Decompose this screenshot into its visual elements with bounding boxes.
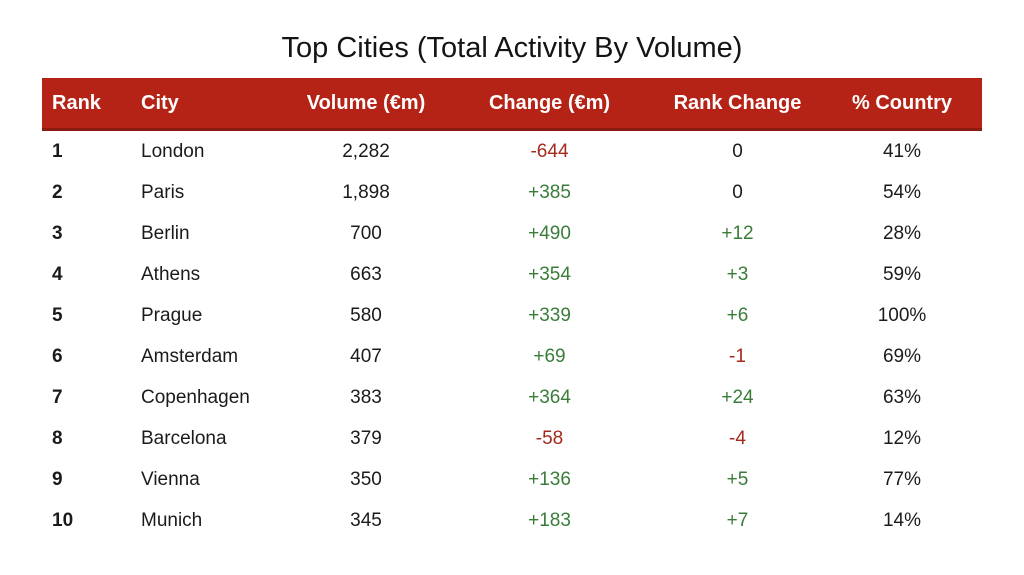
pct-country-cell: 63% [882,386,922,408]
rank-cell: 6 [52,345,63,367]
change-cell: +490 [528,222,571,244]
column-header-city: City [141,91,179,114]
rank-cell: 2 [52,181,63,203]
city-cell: Paris [141,181,185,203]
pct-country-cell: 54% [882,181,922,203]
city-cell: Athens [141,263,201,285]
city-cell: Barcelona [141,427,227,449]
top-cities-table: Rank City Volume (€m) Change (€m) Rank C… [42,78,982,541]
volume-cell: 2,282 [342,140,390,162]
rank-cell: 4 [52,263,63,285]
volume-cell: 663 [350,263,382,285]
table-row: 5 Prague 580 +339 +6 100% [42,295,982,336]
change-cell: +183 [528,509,571,531]
rank-change-cell: -1 [729,345,746,367]
rank-change-cell: +24 [721,386,754,408]
city-cell: Amsterdam [141,345,239,367]
rank-cell: 8 [52,427,63,449]
pct-country-cell: 59% [882,263,922,285]
table-row: 2 Paris 1,898 +385 0 54% [42,172,982,213]
pct-country-cell: 28% [882,222,922,244]
rank-change-cell: 0 [732,181,743,203]
column-header-rank: Rank [52,91,101,114]
table-row: 10 Munich 345 +183 +7 14% [42,500,982,541]
city-cell: Vienna [141,468,200,490]
city-cell: Munich [141,509,203,531]
rank-change-cell: +7 [726,509,749,531]
rank-cell: 9 [52,468,63,490]
rank-change-cell: +6 [726,304,749,326]
pct-country-cell: 12% [882,427,922,449]
change-cell: -644 [530,140,569,162]
pct-country-cell: 77% [882,468,922,490]
pct-country-cell: 100% [877,304,927,326]
change-cell: +364 [528,386,571,408]
volume-cell: 379 [350,427,382,449]
volume-cell: 407 [350,345,382,367]
change-cell: +339 [528,304,571,326]
rank-cell: 7 [52,386,63,408]
city-cell: London [141,140,205,162]
rank-change-cell: +3 [726,263,749,285]
pct-country-cell: 14% [882,509,922,531]
pct-country-cell: 69% [882,345,922,367]
table-row: 4 Athens 663 +354 +3 59% [42,254,982,295]
rank-cell: 3 [52,222,63,244]
rank-cell: 10 [52,509,74,531]
rank-change-cell: +5 [726,468,749,490]
column-header-change: Change (€m) [488,91,611,114]
rank-change-cell: +12 [721,222,754,244]
volume-cell: 345 [350,509,382,531]
column-header-pct-country: % Country [852,91,952,114]
column-header-volume: Volume (€m) [306,91,426,114]
change-cell: +69 [533,345,566,367]
rank-change-cell: 0 [732,140,743,162]
volume-cell: 580 [350,304,382,326]
change-cell: -58 [535,427,564,449]
column-header-rank-change: Rank Change [673,91,802,114]
table-row: 8 Barcelona 379 -58 -4 12% [42,418,982,459]
city-cell: Copenhagen [141,386,250,408]
page-title: Top Cities (Total Activity By Volume) [281,32,743,64]
table-row: 7 Copenhagen 383 +364 +24 63% [42,377,982,418]
rank-cell: 1 [52,140,63,162]
rank-change-cell: -4 [729,427,746,449]
change-cell: +354 [528,263,571,285]
change-cell: +385 [528,181,571,203]
table-row: 6 Amsterdam 407 +69 -1 69% [42,336,982,377]
change-cell: +136 [528,468,571,490]
table-row: 3 Berlin 700 +490 +12 28% [42,213,982,254]
pct-country-cell: 41% [882,140,922,162]
city-cell: Prague [141,304,203,326]
city-cell: Berlin [141,222,190,244]
volume-cell: 383 [350,386,382,408]
volume-cell: 350 [350,468,382,490]
volume-cell: 1,898 [342,181,390,203]
table-row: 9 Vienna 350 +136 +5 77% [42,459,982,500]
rank-cell: 5 [52,304,63,326]
volume-cell: 700 [350,222,382,244]
table-header-row: Rank City Volume (€m) Change (€m) Rank C… [42,78,982,131]
table-row: 1 London 2,282 -644 0 41% [42,131,982,172]
